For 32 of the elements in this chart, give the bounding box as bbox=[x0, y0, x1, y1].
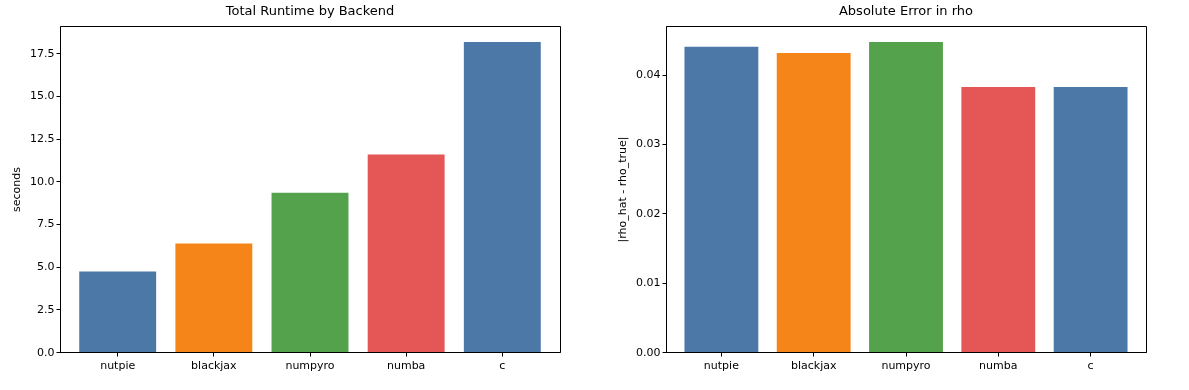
x-tick-label: numpyro bbox=[285, 358, 335, 372]
y-tick-label: 12.5 bbox=[30, 132, 55, 146]
y-tick-label: 0.04 bbox=[636, 68, 661, 82]
x-tick-label: c bbox=[1087, 358, 1094, 372]
x-tick-label: nutpie bbox=[100, 358, 136, 372]
y-tick-label: 0.00 bbox=[636, 345, 661, 359]
y-tick-label: 5.0 bbox=[37, 260, 55, 274]
x-tick-label: blackjax bbox=[790, 358, 837, 372]
bar bbox=[175, 243, 253, 352]
y-tick-label: 7.5 bbox=[37, 217, 55, 231]
y-tick-label: 2.5 bbox=[37, 302, 55, 316]
bar bbox=[79, 271, 157, 352]
y-tick-label: 0.0 bbox=[37, 345, 55, 359]
x-tick-label: blackjax bbox=[191, 358, 238, 372]
y-tick-label: 0.02 bbox=[636, 206, 661, 220]
y-tick-label: 10.0 bbox=[30, 174, 55, 188]
y-tick-label: 0.01 bbox=[636, 276, 661, 290]
y-axis-title: seconds bbox=[10, 166, 24, 212]
bar bbox=[271, 192, 349, 352]
bar bbox=[463, 42, 541, 352]
x-tick-label: numba bbox=[979, 358, 1018, 372]
y-tick-label: 17.5 bbox=[30, 46, 55, 60]
chart-title: Total Runtime by Backend bbox=[224, 3, 395, 18]
chart-title: Absolute Error in rho bbox=[838, 3, 974, 18]
x-tick-label: numpyro bbox=[881, 358, 931, 372]
bar bbox=[367, 154, 445, 352]
y-tick-label: 15.0 bbox=[30, 89, 55, 103]
y-axis-title: |rho_hat - rho_true| bbox=[616, 136, 630, 243]
y-tick-label: 0.03 bbox=[636, 137, 661, 151]
x-tick-label: numba bbox=[386, 358, 426, 372]
x-tick-label: nutpie bbox=[703, 358, 740, 372]
x-tick-label: c bbox=[499, 358, 506, 372]
